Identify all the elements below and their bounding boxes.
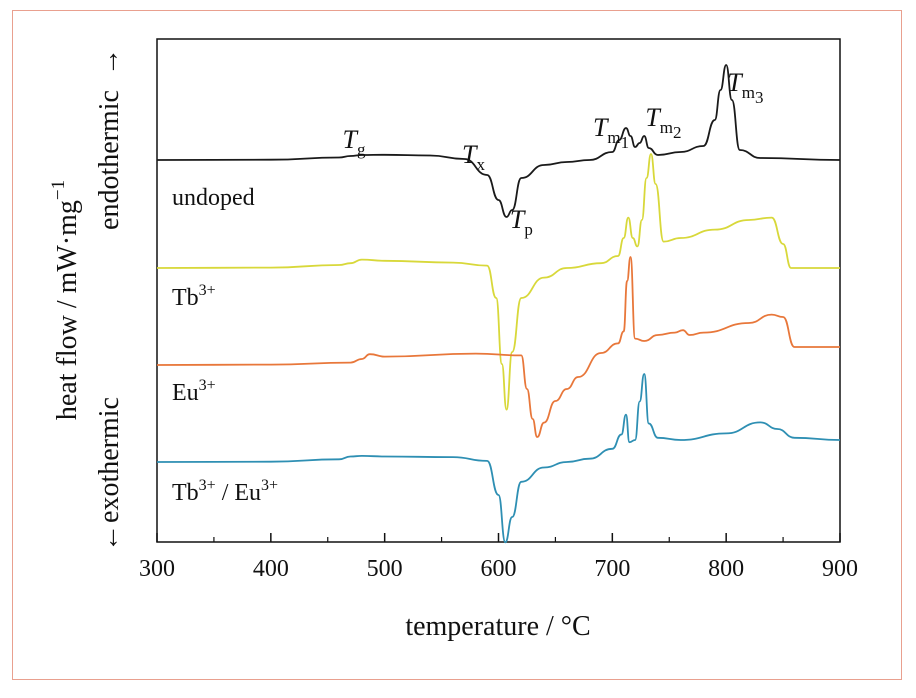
plot-area <box>156 38 841 543</box>
exothermic-label: exothermic <box>94 397 125 523</box>
series-label-1: Tb3+ <box>172 282 216 311</box>
x-tick-label: 300 <box>139 556 175 582</box>
arrow-down-label: ← <box>94 524 125 552</box>
y-axis-title-group: heat flow / mW·mg−1 <box>48 180 83 420</box>
x-tick-label: 500 <box>367 556 403 582</box>
x-axis-ticks: 300 400 500 600 700 800 900 <box>139 533 858 582</box>
x-tick-label: 800 <box>708 556 744 582</box>
series-label-2: Eu3+ <box>172 377 216 406</box>
figure-frame <box>12 10 902 680</box>
x-tick-label: 900 <box>822 556 858 582</box>
series-line-0 <box>156 64 841 218</box>
series-label-3: Tb3+ / Eu3+ <box>172 477 278 506</box>
series-label-0: undoped <box>172 185 255 211</box>
annotation-Tg: Tg <box>343 125 366 159</box>
x-tick-label: 700 <box>594 556 630 582</box>
series-line-1 <box>156 153 840 411</box>
y-axis-title-text: heat flow / mW·mg <box>52 200 83 420</box>
annotation-Tp: Tp <box>510 205 533 239</box>
series-lines <box>156 64 841 544</box>
series-line-3 <box>156 373 841 544</box>
x-axis-title: temperature / °C <box>405 611 590 642</box>
annotation-Tm3: Tm3 <box>727 68 763 107</box>
annotations: Tg Tx Tp Tm1 Tm2 Tm3 <box>343 68 764 239</box>
annotation-Tm1: Tm1 <box>593 113 629 152</box>
annotation-Tx: Tx <box>462 140 485 174</box>
endothermic-label: endothermic <box>94 90 125 230</box>
y-axis-title-exponent: −1 <box>48 180 69 200</box>
annotation-Tm2: Tm2 <box>645 103 681 142</box>
series-line-2 <box>156 256 840 438</box>
y-axis-title: heat flow / mW·mg−1 <box>48 180 83 420</box>
side-labels: exothermic endothermic ← → <box>94 48 125 552</box>
series-labels: undoped Tb3+ Eu3+ Tb3+ / Eu3+ <box>172 185 278 506</box>
x-tick-label: 600 <box>481 556 517 582</box>
arrow-up-label: → <box>94 48 125 76</box>
x-tick-label: 400 <box>253 556 289 582</box>
